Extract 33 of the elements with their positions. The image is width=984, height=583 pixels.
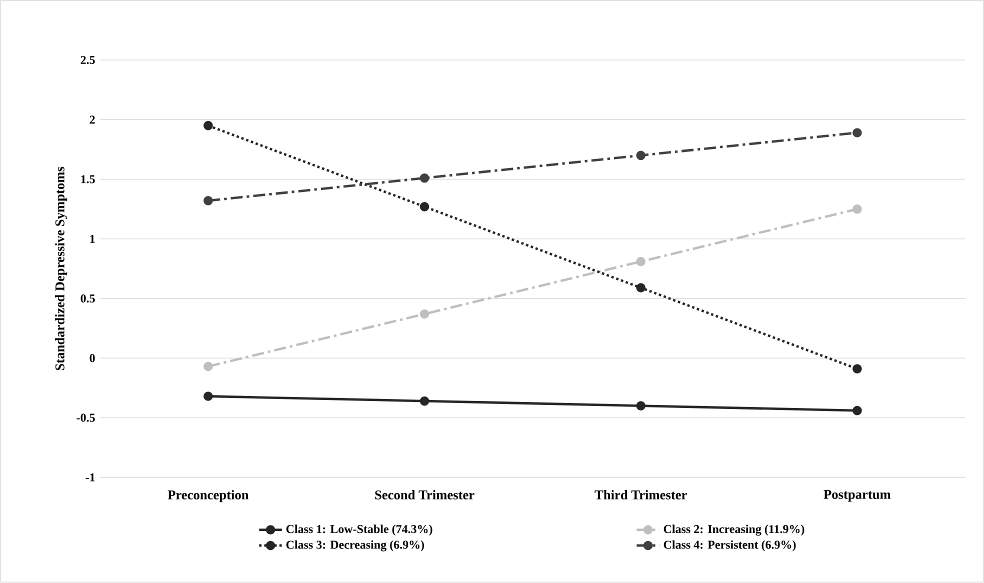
y-tick-label: 1.5 — [81, 175, 95, 184]
legend-label: Class 2: Increasing (11.9%) — [664, 524, 804, 536]
legend-label: Class 3: Decreasing (6.9%) — [286, 540, 424, 552]
y-tick-label: 0 — [90, 354, 95, 362]
point — [204, 196, 213, 206]
y-tick-label: 2.5 — [80, 56, 95, 64]
point — [852, 364, 862, 374]
y-tick-label: 1 — [90, 235, 95, 243]
point — [204, 121, 213, 130]
x-tick-label: Second Trimester — [375, 490, 474, 500]
y-tick-label: 0.5 — [80, 294, 95, 303]
x-tick-label: Preconception — [168, 490, 249, 502]
y-axis-title: Standardized Depressive Symptoms — [55, 167, 68, 370]
point — [852, 406, 862, 416]
legend-label: Class 4: Persistent (6.9%) — [664, 540, 796, 552]
x-tick-label: Third Trimester — [594, 490, 687, 500]
point — [852, 128, 862, 138]
point — [852, 204, 862, 214]
y-tick-label: 2 — [90, 116, 95, 124]
point — [636, 283, 646, 293]
legend-label: Class 1: Low-Stable (74.3%) — [286, 524, 432, 536]
x-tick-label: Postpartum — [824, 490, 891, 502]
y-tick-label: -0.5 — [76, 414, 95, 422]
point — [204, 362, 213, 372]
point — [636, 150, 646, 160]
point — [204, 392, 213, 402]
point — [636, 257, 646, 266]
point — [420, 396, 430, 406]
point — [420, 174, 430, 183]
point — [420, 202, 430, 212]
point — [636, 401, 646, 411]
point — [420, 309, 430, 319]
y-tick-label: -1 — [86, 474, 95, 482]
